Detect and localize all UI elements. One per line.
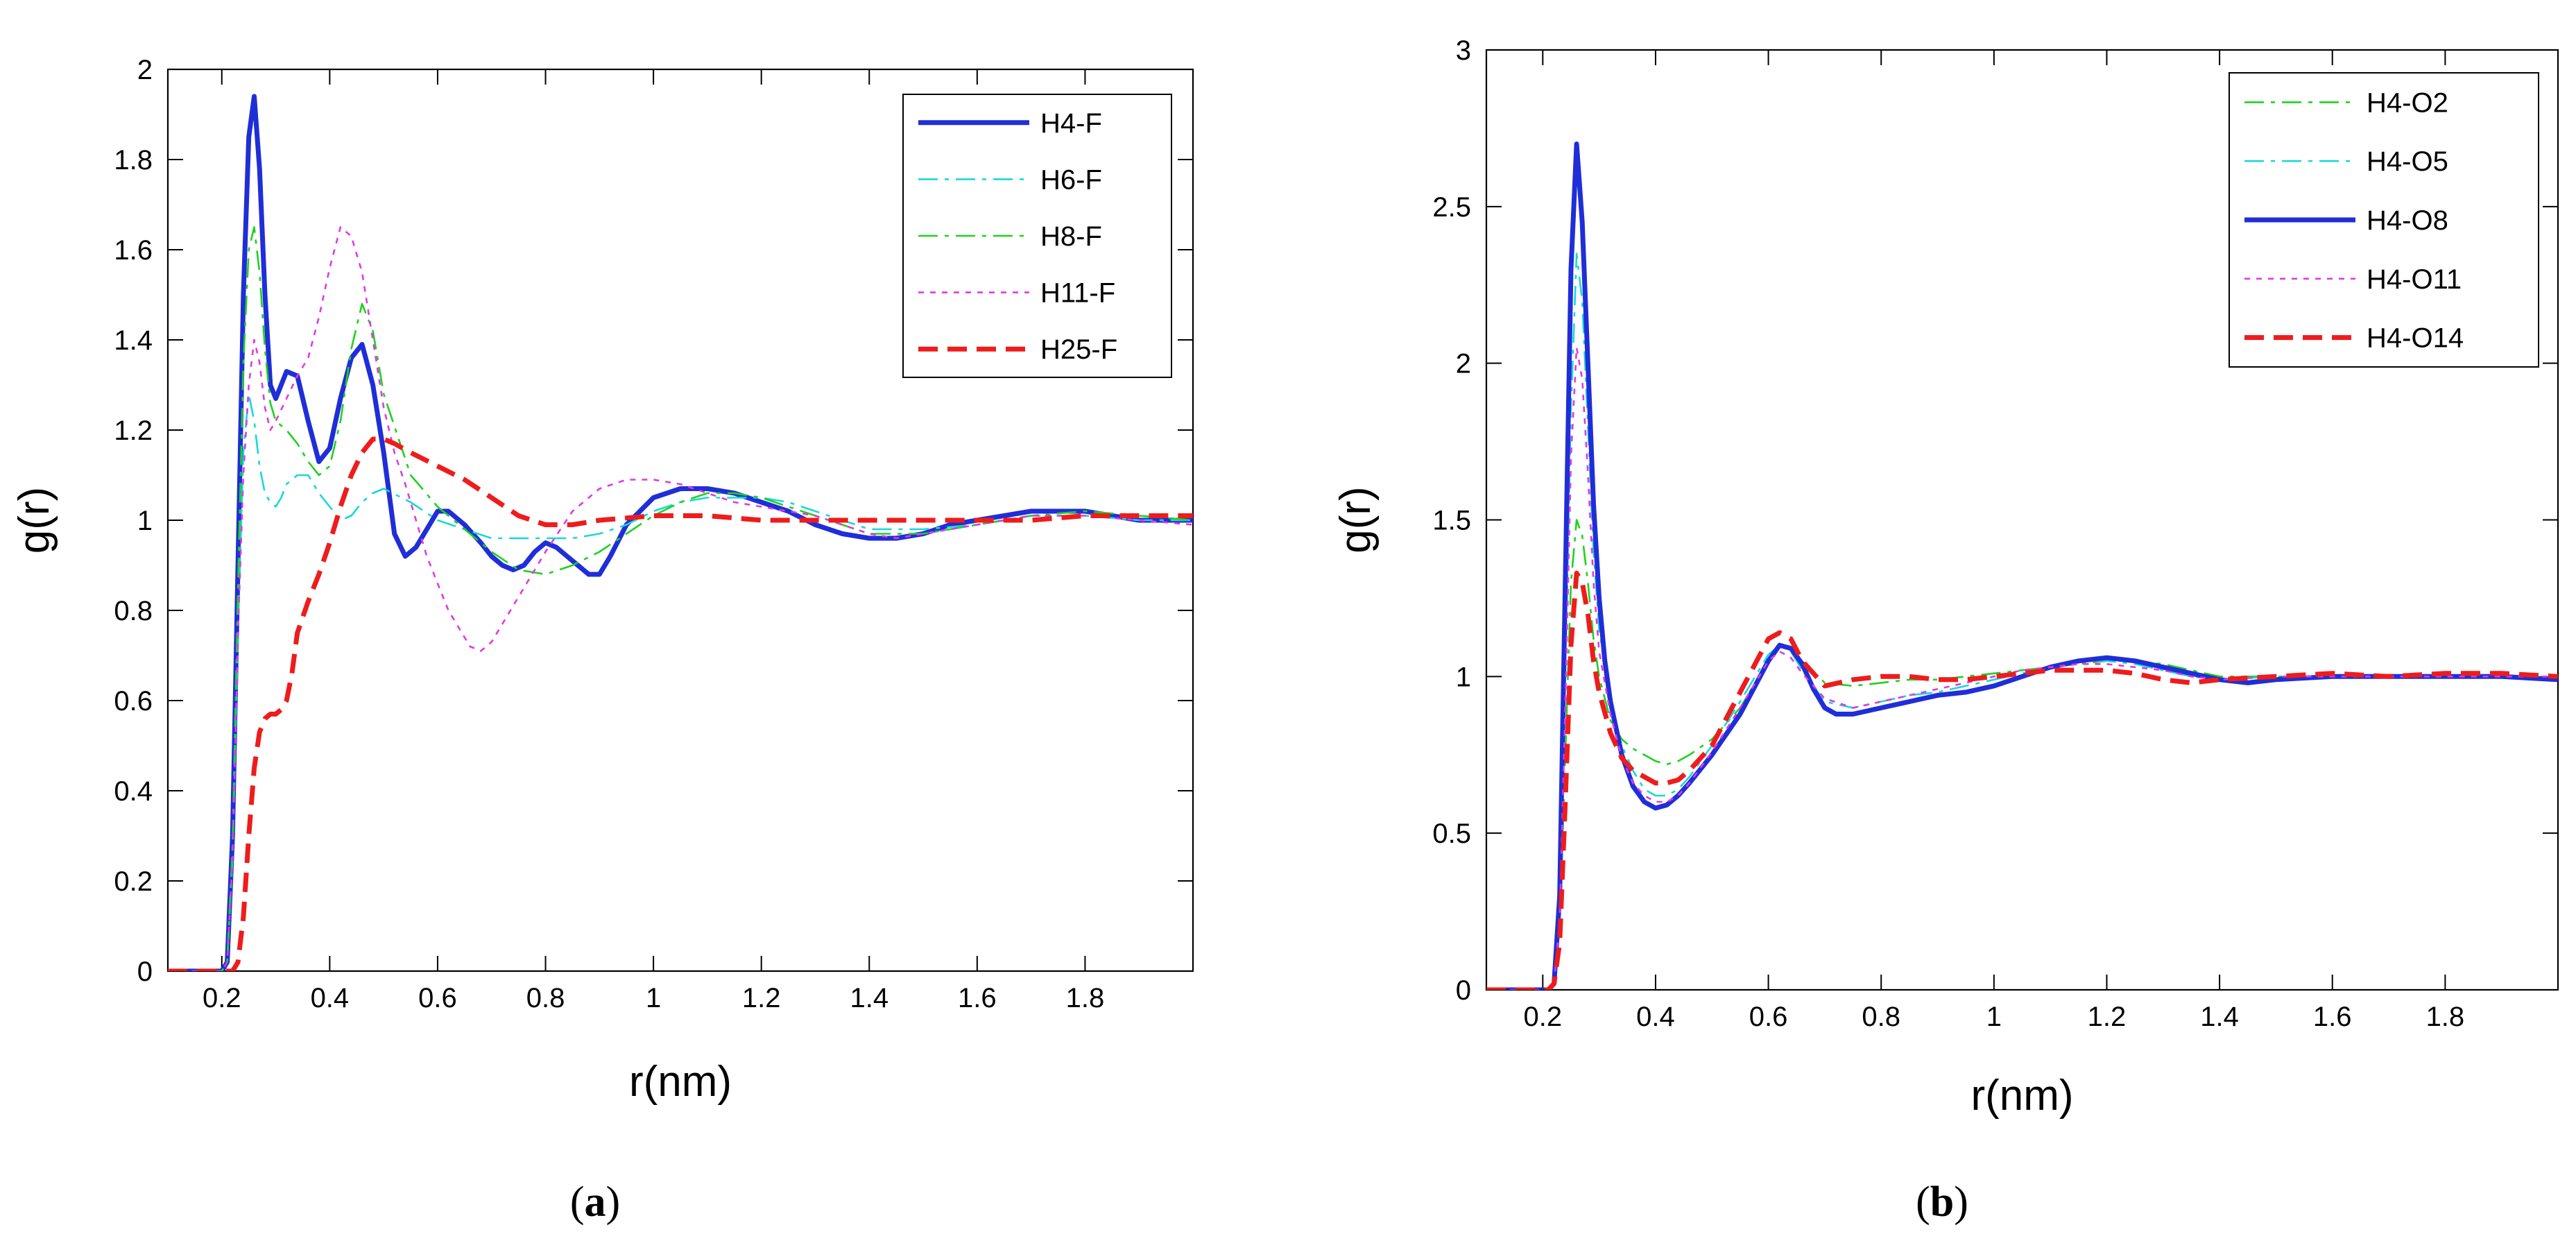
legend-label: H6-F (1040, 164, 1102, 195)
series-group (168, 94, 1193, 971)
y-tick-label: 0.2 (114, 866, 153, 897)
x-tick-label: 1.2 (2088, 1002, 2127, 1032)
panel-b: 0.2 0.4 0.6 0.8 1 1.2 1.4 1.6 1.8 0 0.5 1 1.5 2 2.5 3 r(… (1332, 35, 2559, 1226)
y-tick-label: 1 (137, 506, 153, 536)
legend-label: H11-F (1040, 278, 1115, 309)
y-tick-label: 0.8 (114, 596, 153, 626)
panel-caption: (b) (1916, 1178, 1968, 1226)
x-tick-label: 1 (1986, 1002, 2002, 1032)
panel-a: 0.2 0.4 0.6 0.8 1 1.2 1.4 1.6 1.8 0 0.2 0.4 0.6 0.8 1 1… (10, 55, 1194, 1226)
x-tick-label: 0.4 (1636, 1002, 1675, 1032)
x-tick-label: 0.2 (203, 983, 241, 1013)
x-tick-label: 1.6 (958, 983, 997, 1013)
y-axis-title: g(r) (10, 487, 58, 554)
panel-letter: b (1930, 1178, 1954, 1226)
y-axis-title: g(r) (1332, 486, 1380, 553)
x-tick-label: 1 (646, 983, 661, 1013)
y-tick-label: 1.5 (1432, 506, 1471, 536)
y-tick-label: 1.2 (114, 415, 153, 446)
legend-label: H25-F (1040, 334, 1117, 365)
y-tick-label: 2 (137, 55, 153, 85)
legend-label: H4-O14 (2367, 323, 2464, 354)
series-group (1486, 142, 2558, 990)
legend-label: H4-O8 (2367, 205, 2448, 236)
series-line-h4-o8 (1486, 142, 2558, 990)
x-axis-title: r(nm) (629, 1058, 732, 1106)
y-tick-label: 3 (1456, 35, 1471, 66)
x-tick-label: 0.4 (311, 983, 350, 1013)
panel-letter: a (585, 1178, 606, 1226)
x-tick-label: 0.6 (1749, 1002, 1788, 1032)
y-tick-label: 1 (1456, 662, 1471, 692)
x-tick-label: 1.4 (2200, 1002, 2239, 1032)
y-tick-label: 0 (1456, 975, 1471, 1006)
series-line-h4-o11 (1486, 346, 2558, 990)
x-tick-label: 1.6 (2313, 1002, 2352, 1032)
legend-label: H4-F (1040, 108, 1102, 139)
y-tick-label: 1.4 (114, 325, 153, 356)
x-tick-label: 0.8 (1862, 1002, 1900, 1032)
x-tick-label: 1.4 (850, 983, 888, 1013)
legend: H4-O2 H4-O5 H4-O8 H4-O11 H4-O14 (2229, 72, 2539, 368)
y-tick-label: 1.8 (114, 145, 153, 175)
x-tick-label: 0.8 (526, 983, 565, 1013)
series-line-h4-o14 (1486, 570, 2558, 990)
legend-box (902, 94, 1172, 378)
legend-label: H8-F (1040, 221, 1102, 252)
legend-label: H4-O5 (2367, 146, 2448, 177)
panel-caption: (a) (570, 1178, 620, 1226)
series-line-h11-f (168, 226, 1193, 971)
x-tick-label: 1.8 (2426, 1002, 2465, 1032)
x-axis-title: r(nm) (1970, 1072, 2073, 1120)
y-tick-label: 2.5 (1432, 192, 1471, 223)
y-tick-label: 0.5 (1432, 818, 1471, 849)
y-tick-label: 0 (137, 957, 153, 987)
x-tick-label: 0.6 (418, 983, 457, 1013)
y-tick-label: 0.6 (114, 686, 153, 717)
legend: H4-F H6-F H8-F H11-F H25-F (902, 94, 1172, 378)
y-tick-label: 2 (1456, 349, 1471, 379)
x-tick-label: 0.2 (1524, 1002, 1563, 1032)
legend-label: H4-O2 (2367, 87, 2448, 118)
y-tick-label: 0.4 (114, 776, 153, 807)
legend-label: H4-O11 (2367, 264, 2462, 295)
y-tick-label: 1.6 (114, 235, 153, 266)
x-tick-label: 1.2 (742, 983, 781, 1013)
x-tick-label: 1.8 (1066, 983, 1105, 1013)
